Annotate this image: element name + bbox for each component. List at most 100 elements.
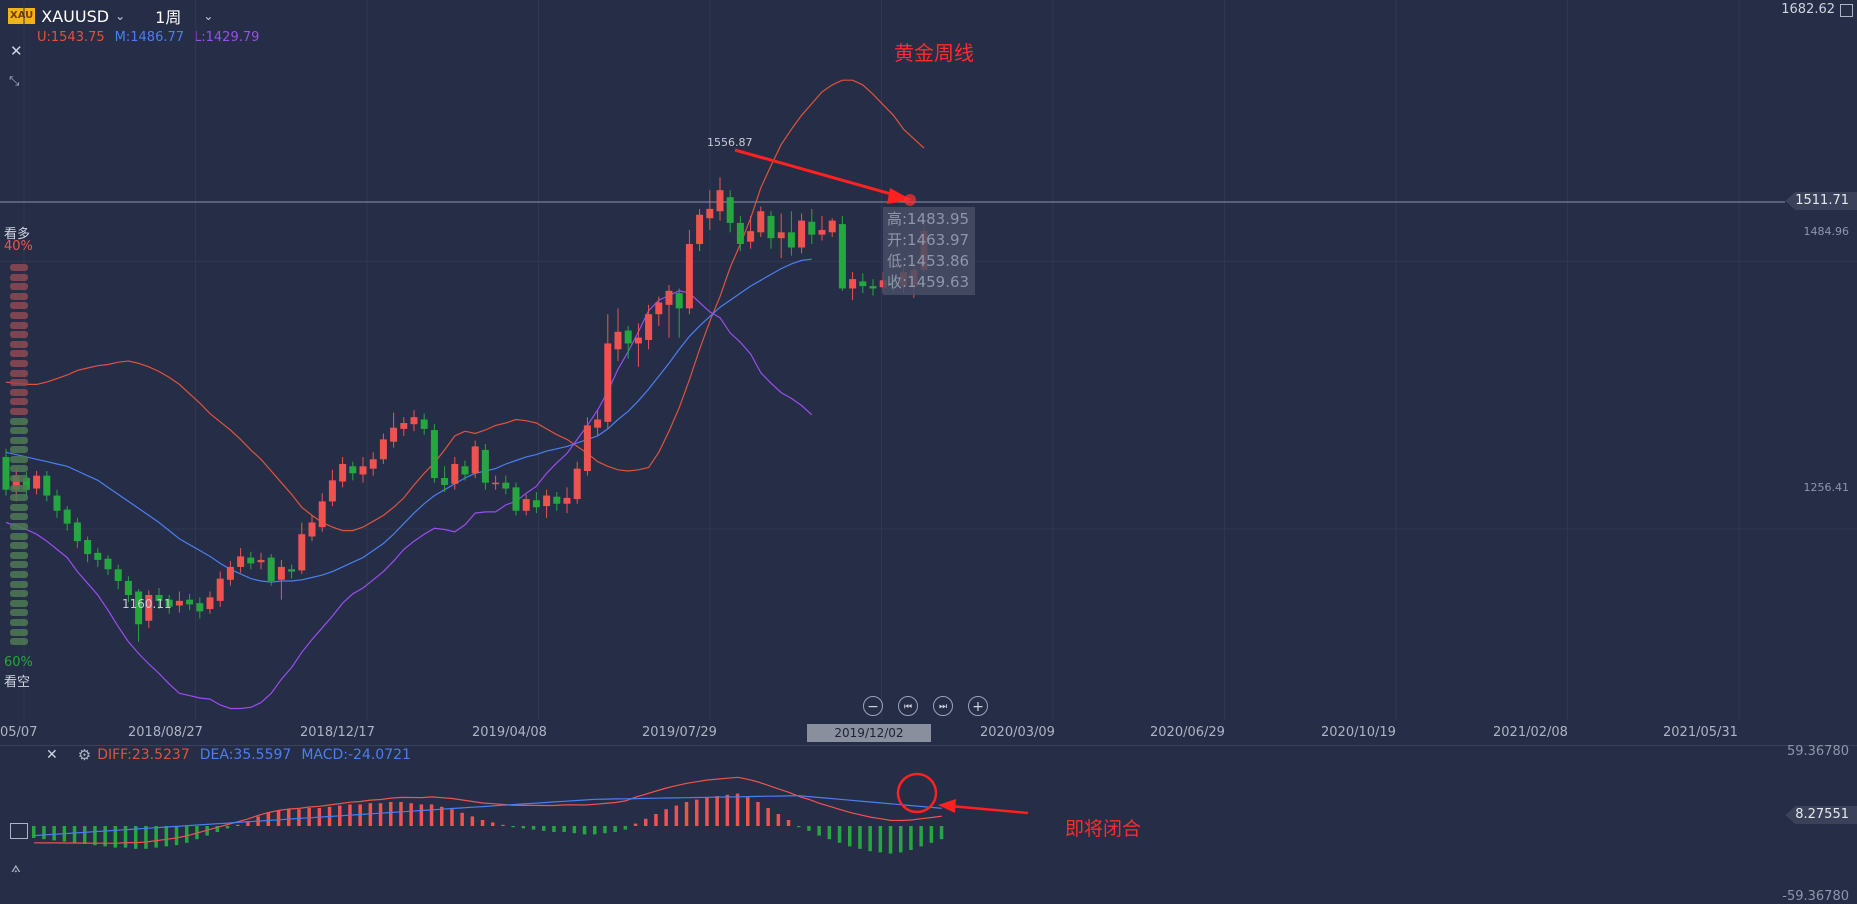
candle-body [818,229,826,235]
candle-body [288,569,296,572]
chevron-down-icon[interactable]: ⌄ [203,9,214,23]
macd-histogram-bar [103,826,107,847]
current-price-dot [904,194,916,206]
candle [196,597,204,619]
macd-histogram-bar [572,826,577,834]
candle-body [441,478,449,486]
macd-histogram-bar [246,821,250,826]
candle-body [471,446,479,474]
candle-body [787,232,795,248]
macd-histogram-bar [664,809,668,826]
candle [583,417,591,476]
scroll-end-button[interactable]: ⏭ [933,696,953,716]
candle-body [430,430,438,478]
macd-legend: ✕ ⚙ DIFF:23.5237 DEA:35.5597 MACD:-24.07… [46,745,411,765]
macd-histogram-bar [725,794,730,826]
candle [94,548,102,567]
time-axis-tick: 2019/07/29 [642,725,717,740]
candle-body [22,478,30,490]
candle-body [145,595,153,621]
symbol-selector[interactable]: XAUUSD [41,6,110,26]
sentiment-bar [8,264,30,650]
candle-body [94,552,102,560]
macd-chart[interactable] [0,746,1857,899]
macd-histogram-bar [786,820,791,826]
settings-corner-icon[interactable] [1840,4,1853,17]
bull-percent: 40% [4,239,33,254]
macd-histogram-bar [603,826,607,834]
macd-histogram-bar [531,826,536,830]
macd-histogram-bar [582,826,587,835]
candle [186,593,194,611]
candle [481,444,489,490]
sentiment-segment [10,446,28,454]
candle-body [604,343,612,422]
symbol-header: XAU XAUUSD ⌄ 1周 ⌄ [8,4,213,28]
candle [441,466,449,493]
candle-body [736,222,744,244]
timeframe-selector[interactable]: 1周 [155,8,182,27]
candle-body [798,220,806,248]
candle [502,475,510,495]
candle [532,492,540,514]
macd-histogram-bar [562,826,566,832]
close-icon[interactable]: ✕ [46,747,58,763]
candle-body [12,475,20,490]
sentiment-segment [10,369,28,377]
candle [716,177,724,221]
chevron-down-icon[interactable]: ⌄ [115,9,126,23]
gear-icon[interactable]: ⚙ [77,746,92,764]
time-axis-tick: 2020/10/19 [1321,725,1396,740]
macd-histogram-bar [134,826,138,849]
macd-histogram-bar [440,806,444,826]
macd-arrow [949,804,1029,815]
bear-percent: 60% [4,655,33,670]
macd-histogram-bar [429,804,434,826]
sentiment-segment [10,609,28,617]
candle [420,413,428,435]
candle-body [757,211,765,233]
macd-histogram-bar [837,826,842,843]
macd-histogram-bar [684,802,689,826]
candle-body [808,221,816,235]
candle [135,589,143,642]
chart-type-icon[interactable] [10,823,28,839]
time-axis-tick: 2018/08/27 [128,725,203,740]
sentiment-segment [10,551,28,559]
scroll-start-button[interactable]: ⏮ [898,696,918,716]
candle [349,461,357,481]
boll-mid-value: M:1486.77 [114,30,185,45]
candle-body [624,330,632,344]
zoom-out-button[interactable]: − [863,696,883,716]
candle-body [114,569,122,581]
tooltip-close: 收:1459.63 [887,273,970,291]
sentiment-segment [10,618,28,626]
macd-arrowhead [938,799,956,813]
candle [777,213,785,259]
collapse-icon[interactable]: ⤡ [9,74,20,89]
macd-histogram-bar [470,816,475,826]
candle [543,489,551,518]
sentiment-segment [10,484,28,492]
time-axis-tick: 05/07 [0,725,38,740]
candle [522,494,530,516]
bear-label: 看空 [4,675,31,690]
candle [43,470,51,502]
candle [808,208,816,244]
sentiment-segment [10,455,28,463]
candle [114,564,122,590]
candle-body [43,475,51,496]
macd-histogram-bar [735,793,740,826]
close-icon[interactable]: ✕ [10,42,23,60]
macd-histogram-bar [236,824,240,826]
drawing-tool-icon[interactable]: ⟑ [11,857,21,876]
candle [563,487,571,514]
candle-body [124,580,132,595]
candle-body [216,578,224,601]
price-chart[interactable] [0,0,1857,720]
candle [379,433,387,464]
candle [216,571,224,607]
candle [165,595,173,614]
zoom-in-button[interactable]: + [968,696,988,716]
macd-histogram-bar [480,820,485,826]
